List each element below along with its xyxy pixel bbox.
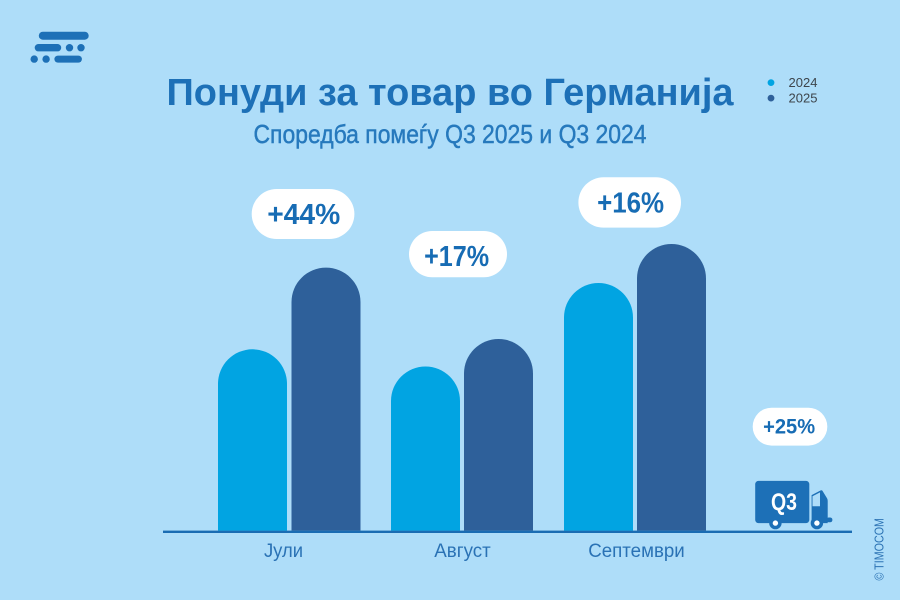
svg-text:Понуди за товар во Германија: Понуди за товар во Германија [167,72,735,114]
svg-text:© TIMOCOM: © TIMOCOM [872,518,886,581]
svg-text:Споредба помеѓу Q3 2025 и Q3 2: Споредба помеѓу Q3 2025 и Q3 2024 [254,119,647,149]
svg-text:Q3: Q3 [771,489,797,516]
svg-text:2025: 2025 [789,91,818,106]
svg-text:+16%: +16% [597,188,664,220]
svg-text:+17%: +17% [424,241,489,273]
svg-text:Јули: Јули [264,540,303,562]
svg-text:Септември: Септември [588,540,685,562]
svg-text:+44%: +44% [267,199,340,231]
svg-text:Август: Август [434,540,491,562]
svg-text:2024: 2024 [789,75,818,90]
svg-text:+25%: +25% [763,414,815,438]
